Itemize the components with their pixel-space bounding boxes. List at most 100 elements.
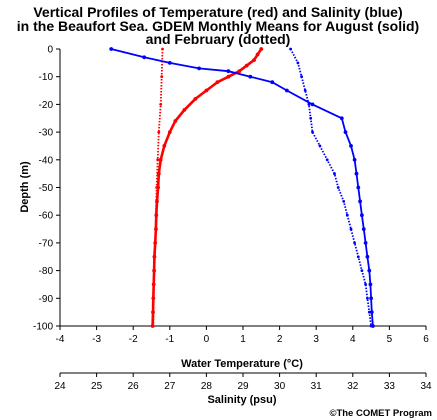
salinity-february-point bbox=[296, 61, 300, 65]
salinity-tick-label: 24 bbox=[54, 381, 66, 392]
salinity-february-point bbox=[311, 130, 314, 134]
salinity-august-point bbox=[248, 74, 253, 79]
temperature-tick-label: 1 bbox=[240, 334, 246, 345]
title-line-1: Vertical Profiles of Temperature (red) a… bbox=[33, 4, 402, 20]
salinity-august-point bbox=[358, 199, 362, 204]
temperature-august-point bbox=[226, 74, 231, 79]
salinity-february-point bbox=[309, 116, 313, 120]
temperature-tick-label: -4 bbox=[56, 334, 65, 345]
salinity-february-point bbox=[336, 186, 340, 189]
temperature-august-point bbox=[182, 108, 187, 112]
title-line-3: and February (dotted) bbox=[146, 31, 291, 47]
salinity-august-point bbox=[354, 171, 359, 176]
salinity-tick-label: 34 bbox=[420, 381, 432, 392]
temperature-february-point bbox=[161, 47, 164, 51]
salinity-august-point bbox=[363, 241, 368, 245]
salinity-tick-label: 33 bbox=[384, 381, 396, 392]
temperature-august-point bbox=[259, 47, 264, 51]
salinity-february-point bbox=[345, 213, 349, 217]
salinity-august-point bbox=[343, 130, 348, 135]
salinity-august-point bbox=[109, 47, 114, 51]
temperature-august-point bbox=[158, 157, 163, 162]
salinity-august-point bbox=[365, 254, 370, 259]
y-tick-label: -90 bbox=[39, 294, 54, 305]
y-tick-label: -20 bbox=[39, 100, 54, 111]
salinity-february-point bbox=[360, 269, 364, 272]
temperature-tick-label: -1 bbox=[165, 334, 174, 345]
salinity-august-point bbox=[167, 61, 172, 65]
salinity-august-point bbox=[270, 80, 275, 85]
title-line-2: in the Beaufort Sea. GDEM Monthly Means … bbox=[17, 18, 419, 34]
temperature-august-point bbox=[252, 58, 256, 62]
salinity-february-point bbox=[318, 144, 322, 148]
temperature-february-point bbox=[155, 186, 159, 189]
temperature-february-point bbox=[151, 324, 155, 328]
salinity-tick-label: 27 bbox=[164, 381, 176, 392]
salinity-august-point bbox=[356, 185, 361, 190]
salinity-august-point bbox=[369, 310, 374, 314]
temperature-tick-label: 5 bbox=[387, 334, 393, 345]
salinity-tick-label: 26 bbox=[128, 381, 140, 392]
series-group bbox=[109, 47, 375, 328]
salinity-august-point bbox=[361, 227, 366, 232]
temperature-axis-label: Water Temperature (°C) bbox=[181, 358, 303, 370]
salinity-february-point bbox=[353, 241, 356, 245]
y-axis-label: Depth (m) bbox=[19, 161, 31, 213]
temperature-february-point bbox=[160, 75, 164, 79]
salinity-february-point bbox=[307, 103, 311, 106]
salinity-tick-label: 32 bbox=[347, 381, 359, 392]
salinity-august-point bbox=[339, 116, 344, 121]
temperature-august-point bbox=[162, 144, 167, 148]
temperature-tick-label: 4 bbox=[350, 334, 356, 345]
y-tick-label: -70 bbox=[39, 238, 54, 249]
salinity-august-line bbox=[110, 48, 374, 327]
y-tick-label: -40 bbox=[39, 155, 54, 166]
temperature-february-point bbox=[154, 213, 158, 217]
salinity-tick-label: 29 bbox=[237, 381, 249, 392]
salinity-august-point bbox=[349, 144, 353, 148]
salinity-august-point bbox=[197, 66, 202, 71]
temperature-august-point bbox=[193, 97, 198, 101]
temperature-february-point bbox=[153, 269, 156, 272]
salinity-tick-label: 30 bbox=[274, 381, 286, 392]
temperature-august-point bbox=[173, 119, 178, 123]
temperature-august-point bbox=[237, 69, 242, 74]
salinity-august-point bbox=[142, 55, 147, 60]
salinity-tick-label: 25 bbox=[91, 381, 103, 392]
temperature-tick-label: 6 bbox=[423, 334, 429, 345]
temperature-february-point bbox=[153, 241, 157, 245]
y-tick-label: -10 bbox=[39, 72, 54, 83]
temperature-tick-label: 0 bbox=[204, 334, 210, 345]
salinity-august-point bbox=[367, 268, 372, 273]
temperature-february-point bbox=[156, 158, 160, 162]
salinity-tick-label: 31 bbox=[311, 381, 323, 392]
temperature-august-point bbox=[215, 80, 220, 85]
salinity-tick-label: 28 bbox=[201, 381, 213, 392]
axes-group: 0-10-20-30-40-50-60-70-80-90-100-4 -3 -2 -1… bbox=[33, 45, 432, 393]
salinity-february-point bbox=[349, 227, 353, 231]
salinity-february-point bbox=[325, 158, 329, 162]
salinity-february-point bbox=[303, 89, 307, 92]
y-tick-label: 0 bbox=[47, 45, 53, 56]
salinity-august-point bbox=[226, 69, 231, 74]
salinity-february-point bbox=[364, 283, 367, 286]
salinity-february-point bbox=[333, 172, 336, 176]
salinity-august-point bbox=[285, 88, 289, 93]
temperature-february-point bbox=[157, 130, 161, 134]
salinity-february-point bbox=[342, 200, 346, 203]
salinity-february-point bbox=[300, 75, 303, 79]
salinity-august-point bbox=[310, 102, 315, 107]
temperature-february-point bbox=[159, 103, 163, 106]
temperature-tick-label: 3 bbox=[313, 334, 319, 345]
salinity-february-point bbox=[367, 310, 371, 314]
salinity-august-point bbox=[360, 213, 364, 218]
salinity-august-point bbox=[369, 296, 373, 301]
y-tick-label: -80 bbox=[39, 266, 54, 277]
credit-text: ©The COMET Program bbox=[329, 408, 432, 419]
temperature-august-point bbox=[255, 52, 260, 57]
temperature-february-point bbox=[152, 296, 156, 300]
temperature-tick-label: 2 bbox=[277, 334, 283, 345]
salinity-february-point bbox=[356, 255, 360, 259]
